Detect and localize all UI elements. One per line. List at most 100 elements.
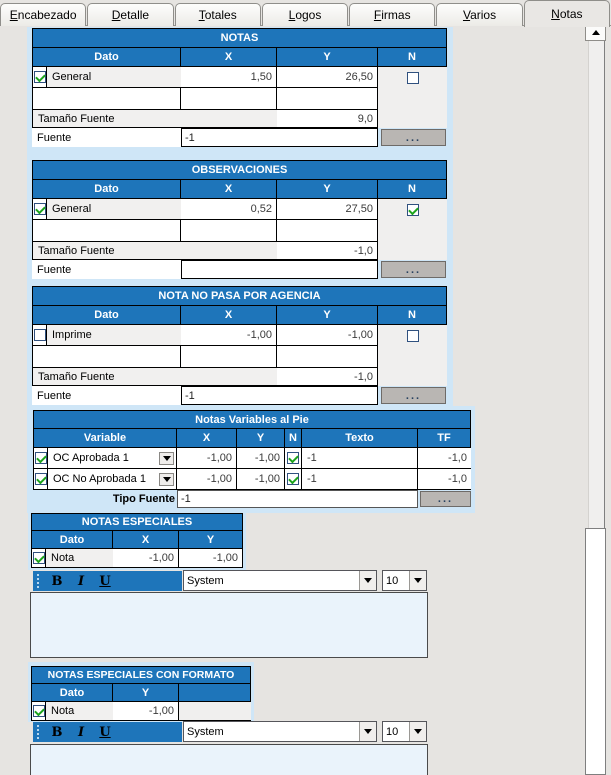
row-enable-checkbox[interactable] [33,329,46,341]
header-row: Dato X Y N [32,47,447,67]
tipo-fuente-browse-button[interactable]: ... [420,491,471,507]
tab-firmas[interactable]: Firmas [349,3,436,26]
variable-dropdown[interactable]: OC Aprobada 1 [48,448,177,469]
variable-dropdown[interactable]: OC No Aprobada 1 [48,469,177,490]
col-header-blank [179,683,251,702]
arrow-up-icon [591,29,600,35]
n-checkbox[interactable] [406,71,419,84]
col-header-x: X [181,305,277,325]
font-family-select[interactable]: System [183,570,377,591]
cell-y-value[interactable]: 26,50 [277,67,378,88]
font-label: Fuente [32,386,181,405]
cell-y-value[interactable]: -1,00 [277,325,378,346]
font-input[interactable] [181,128,378,147]
n-checkbox[interactable] [287,473,299,485]
cell-x-value[interactable]: -1,00 [177,448,237,469]
col-header-y: Y [277,47,378,67]
cell-y-value[interactable]: 27,50 [277,199,378,220]
cell-x-value[interactable]: -1,00 [177,469,237,490]
row-enable-checkbox[interactable] [34,473,47,485]
col-header-dato: Dato [32,179,181,199]
font-label: Fuente [32,128,181,147]
tab-encabezado[interactable]: Encabezado [0,3,87,26]
cell-x-value[interactable]: 0,52 [181,199,277,220]
chevron-down-icon[interactable] [359,571,376,590]
notas-formato-textarea[interactable] [30,744,428,775]
tab-totales[interactable]: Totales [174,3,261,26]
italic-button[interactable]: I [77,573,85,589]
tab-logos[interactable]: Logos [261,3,349,26]
font-input[interactable] [181,260,378,279]
cell-x-value[interactable]: 1,50 [181,67,277,88]
col-header-tf: TF [418,428,471,448]
col-header-n: N [378,47,447,67]
tipo-fuente-label: Tipo Fuente [112,493,175,505]
col-header-y: Y [237,428,285,448]
underline-button[interactable]: U [99,573,111,589]
font-family-select[interactable]: System [183,721,377,742]
font-browse-button[interactable]: ... [381,261,446,278]
font-browse-button[interactable]: ... [381,387,446,404]
col-header-variable: Variable [33,428,177,448]
col-header-x: X [181,47,277,67]
italic-button[interactable]: I [77,724,85,740]
scrollbar-thumb[interactable] [585,528,606,775]
cell-tf-value[interactable]: -1,0 [418,469,471,490]
header-row: Dato Y [31,683,251,702]
toolbar-grip-icon[interactable] [37,725,39,739]
font-size-select[interactable]: 10 [382,570,427,591]
col-header-n: N [378,179,447,199]
n-checkbox[interactable] [406,203,419,216]
row-label: General [47,67,181,88]
format-toolbar: B I U [33,722,182,742]
underline-button[interactable]: U [99,724,111,740]
chevron-down-icon[interactable] [159,472,174,486]
table-row: Imprime -1,00 -1,00 [32,325,447,346]
font-input[interactable] [181,386,378,405]
font-size-value[interactable]: -1,0 [277,242,378,260]
row-enable-checkbox[interactable] [32,552,45,564]
chevron-down-icon[interactable] [409,571,426,590]
cell-y-value[interactable]: -1,00 [113,702,179,721]
font-size-label: Tamaño Fuente [32,110,277,128]
row-enable-checkbox[interactable] [32,705,45,717]
format-toolbar: B I U [33,571,182,591]
col-header-dato: Dato [31,530,113,549]
empty-row [32,88,447,110]
font-browse-button[interactable]: ... [381,129,446,146]
tab-varios[interactable]: Varios [436,3,523,26]
cell-y-value[interactable]: -1,00 [237,448,285,469]
row-enable-checkbox[interactable] [33,71,46,83]
cell-texto-value[interactable]: -1 [302,448,418,469]
cell-x-value[interactable]: -1,00 [181,325,277,346]
row-enable-checkbox[interactable] [33,203,46,215]
section-title: Notas Variables al Pie [33,410,471,428]
row-enable-checkbox[interactable] [34,452,47,464]
col-header-texto: Texto [302,428,418,448]
n-checkbox[interactable] [406,329,419,342]
cell-x-value[interactable]: -1,00 [113,549,179,568]
col-header-y: Y [277,179,378,199]
cell-y-value[interactable]: -1,00 [179,549,243,568]
cell-texto-value[interactable]: -1 [302,469,418,490]
chevron-down-icon[interactable] [409,722,426,741]
tab-notas[interactable]: Notas [523,0,610,27]
cell-tf-value[interactable]: -1,0 [418,448,471,469]
chevron-down-icon[interactable] [159,451,174,465]
bold-button[interactable]: B [51,573,63,589]
table-row: General 0,52 27,50 [32,199,447,220]
cell-y-value[interactable]: -1,00 [237,469,285,490]
toolbar-grip-icon[interactable] [37,574,39,588]
notas-especiales-textarea[interactable] [30,592,428,658]
empty-row [32,346,447,368]
tipo-fuente-input[interactable] [177,490,418,508]
font-row: Fuente ... [32,260,447,279]
font-size-value[interactable]: -1,0 [277,368,378,386]
n-checkbox[interactable] [287,452,299,464]
bold-button[interactable]: B [51,724,63,740]
font-size-row: Tamaño Fuente -1,0 [32,242,447,260]
chevron-down-icon[interactable] [359,722,376,741]
font-size-select[interactable]: 10 [382,721,427,742]
font-size-value[interactable]: 9,0 [277,110,378,128]
tab-detalle[interactable]: Detalle [87,3,174,26]
